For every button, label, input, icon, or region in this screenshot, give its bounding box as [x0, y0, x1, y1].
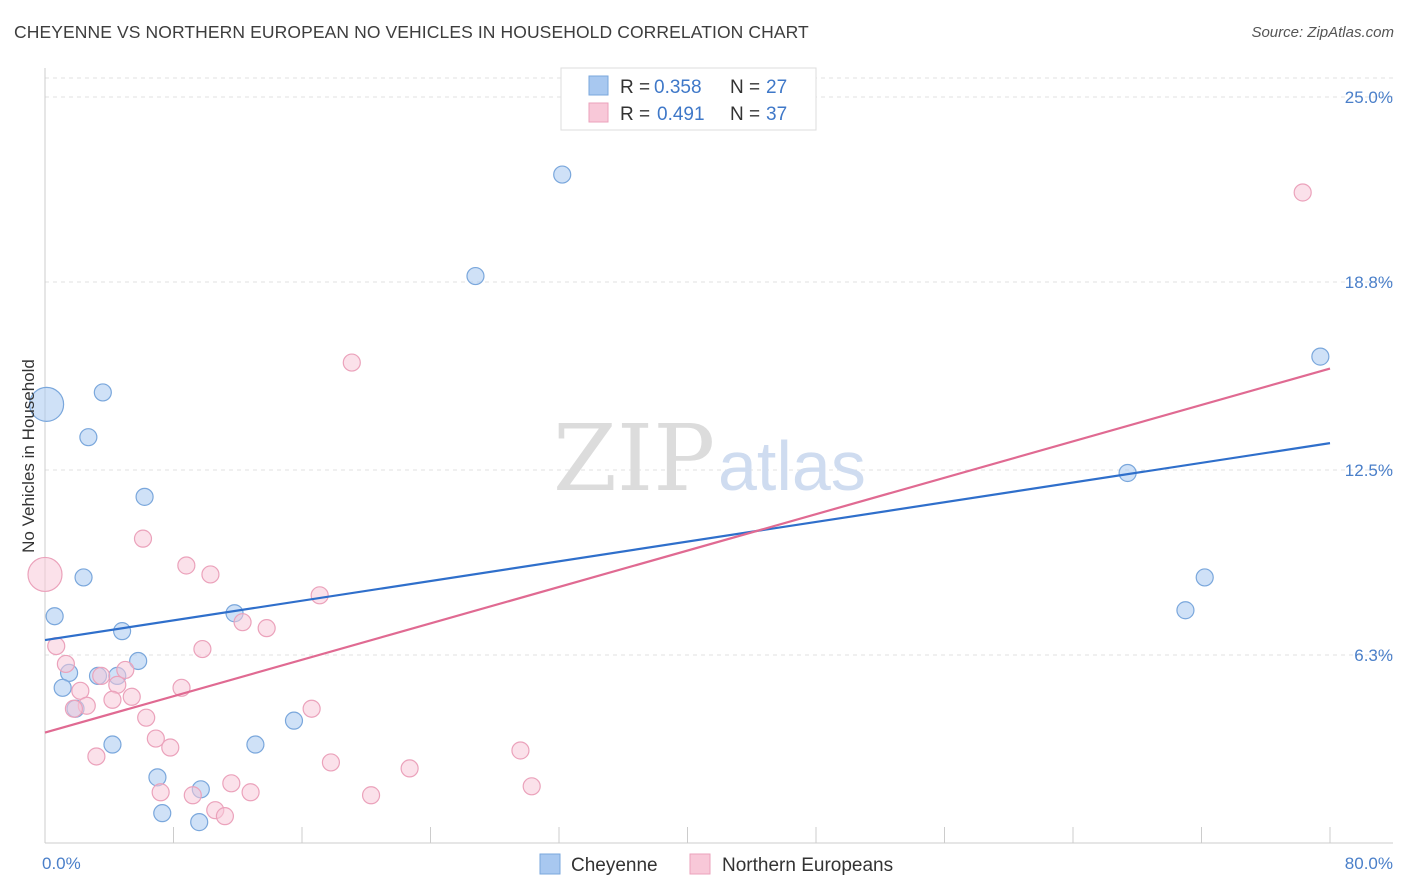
legend-n-value-cheyenne: 27	[766, 77, 787, 98]
trend-lines	[44, 367, 1331, 734]
data-point	[302, 699, 321, 718]
data-point	[193, 639, 212, 659]
trend-line-cheyenne	[44, 442, 1331, 642]
data-point	[93, 383, 112, 402]
x-tick-label-end: 80.0%	[1345, 854, 1393, 873]
data-point	[79, 428, 98, 447]
legend-r-label: R =	[620, 77, 650, 98]
tick-labels: 6.3% 12.5% 18.8% 25.0% 0.0% 80.0%	[42, 88, 1393, 873]
data-point	[153, 804, 172, 823]
watermark: ZIP atlas	[553, 405, 866, 512]
data-point	[74, 568, 93, 587]
y-tick-label: 18.8%	[1345, 273, 1393, 292]
chart-title: CHEYENNE VS NORTHERN EUROPEAN NO VEHICLE…	[14, 22, 809, 42]
legend-swatch-cheyenne	[588, 75, 609, 96]
data-point	[284, 711, 304, 730]
data-point	[135, 487, 154, 506]
data-point	[257, 619, 276, 638]
data-point	[116, 660, 135, 680]
data-point	[1311, 347, 1330, 366]
data-point	[148, 768, 167, 787]
data-point	[310, 586, 329, 605]
data-point	[321, 753, 341, 772]
legend-swatch-northern-europeans	[588, 102, 609, 123]
data-point	[361, 786, 381, 805]
data-point	[45, 607, 64, 626]
axes	[44, 68, 1393, 844]
y-axis-label: No Vehicles in Household	[19, 359, 38, 553]
data-point	[222, 774, 241, 793]
data-point	[53, 678, 72, 697]
data-point	[190, 813, 209, 832]
data-point	[183, 786, 202, 805]
y-tick-label: 6.3%	[1354, 646, 1393, 665]
data-point	[246, 735, 265, 754]
x-tick-label-start: 0.0%	[42, 854, 81, 873]
legend-n-label: N =	[730, 77, 760, 98]
legend-r-value-northern-europeans: 0.491	[657, 104, 705, 125]
y-tick-label: 25.0%	[1345, 88, 1393, 107]
legend-n-value-northern-europeans: 37	[766, 104, 787, 125]
series-legend-cheyenne: Cheyenne	[571, 855, 658, 876]
legend-r-value-cheyenne: 0.358	[654, 77, 702, 98]
y-tick-label: 12.5%	[1345, 461, 1393, 480]
data-point	[92, 666, 111, 685]
grid-lines	[45, 77, 1393, 656]
data-point	[1176, 601, 1195, 620]
data-point	[342, 353, 361, 372]
data-point	[400, 759, 419, 778]
series-northern-europeans-points	[27, 183, 1312, 826]
data-point	[233, 613, 252, 632]
watermark-zip: ZIP	[553, 405, 715, 512]
data-point	[133, 529, 153, 548]
data-point	[103, 735, 122, 754]
data-point	[215, 807, 234, 826]
data-point	[511, 741, 530, 760]
data-point	[1195, 568, 1214, 587]
data-point	[522, 777, 541, 796]
data-point	[151, 783, 170, 802]
legend-r-label: R =	[620, 104, 650, 125]
data-point	[466, 266, 485, 286]
legend-n-label: N =	[730, 104, 760, 125]
series-legend-swatch-cheyenne	[539, 853, 561, 875]
data-point	[1293, 183, 1312, 202]
data-point	[137, 708, 156, 727]
series-legend-swatch-northern-europeans	[689, 853, 711, 875]
data-point	[122, 687, 141, 706]
data-point	[29, 386, 65, 422]
data-point	[177, 556, 196, 575]
data-point	[56, 654, 75, 674]
data-point	[553, 165, 572, 184]
legend-box: R = 0.358 N = 27 R = 0.491 N = 37	[560, 67, 817, 131]
data-point	[87, 747, 106, 766]
data-point	[201, 565, 220, 584]
data-point	[129, 651, 148, 671]
source-label: Source: ZipAtlas.com	[1251, 24, 1394, 41]
series-legend-northern-europeans: Northern Europeans	[722, 855, 893, 876]
data-points	[27, 165, 1330, 832]
trend-line-northern-europeans	[44, 367, 1331, 734]
data-point	[161, 738, 180, 757]
data-point	[146, 729, 165, 748]
watermark-atlas: atlas	[718, 427, 866, 505]
data-point	[27, 556, 63, 593]
data-point	[241, 783, 260, 802]
series-legend: Cheyenne Northern Europeans	[539, 853, 893, 876]
data-point	[64, 699, 84, 718]
data-point	[103, 690, 122, 709]
data-point	[112, 622, 132, 641]
series-cheyenne-points	[29, 165, 1330, 832]
